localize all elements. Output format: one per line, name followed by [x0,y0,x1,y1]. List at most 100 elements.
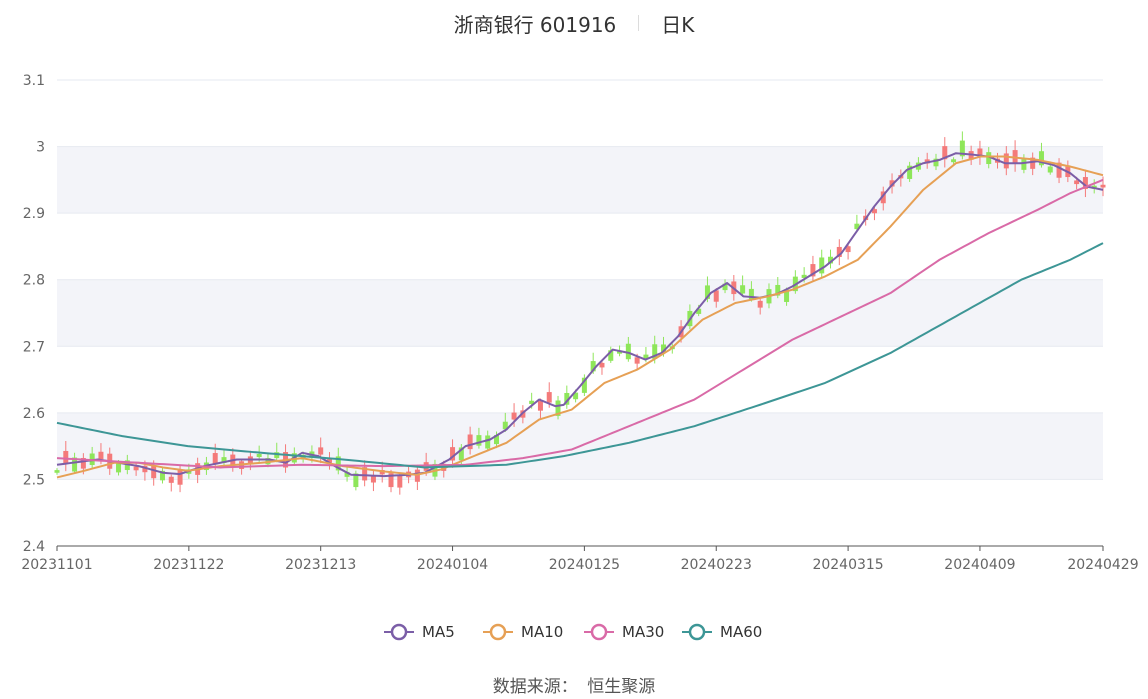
candle-body [493,435,499,445]
candle-body [54,470,60,473]
candle-body [1047,166,1053,173]
candle-body [344,471,350,477]
candle-body [581,377,587,393]
candle-body [476,435,482,446]
y-tick-label: 2.4 [23,539,45,555]
candle-body [828,256,834,264]
candle-body [177,469,183,485]
legend-marker [390,623,408,641]
y-tick-label: 2.8 [23,273,45,289]
grid-band [57,279,1103,347]
series-line-ma30 [56,178,1104,469]
candle-body [933,158,939,167]
candle-body [608,350,614,361]
candle-body [564,392,570,405]
candle-body [617,350,623,354]
x-tick-label: 20240315 [812,557,883,573]
candle-body [722,283,728,291]
y-tick-label: 2.6 [23,406,45,422]
candle-body [986,152,992,165]
x-tick-label: 20231122 [153,557,224,573]
candle-body [397,475,403,488]
candle-body [318,447,324,455]
x-tick-label: 20240409 [944,557,1015,573]
legend-label: MA5 [422,623,455,641]
candle-body [740,285,746,294]
candle-body [555,400,561,416]
candle-body [757,300,763,308]
candle-body [907,165,913,179]
legend-marker [590,623,608,641]
candle-body [80,457,86,469]
candle-body [977,148,983,157]
x-tick-label: 20240125 [549,557,620,573]
candle-body [889,180,895,187]
x-tick-label: 20240104 [417,557,488,573]
candle-body [880,191,886,204]
candle-body [634,357,640,364]
candle-body [951,159,957,163]
candle-body [573,392,579,400]
x-tick-label: 20231101 [21,557,92,573]
candle-body [546,392,552,403]
chart-title: 浙商银行 601916 [453,12,617,37]
candle-body [696,308,702,314]
candle-body [1030,157,1036,169]
candle-body [854,223,860,230]
candle-body [643,354,649,359]
period-label: 日K [661,12,695,37]
x-tick-label: 20240429 [1067,557,1138,573]
candle-body [467,434,473,450]
candle-body [959,140,965,157]
candle-body [159,470,165,481]
candle-body [1074,180,1080,185]
x-tick-label: 20240223 [681,557,752,573]
candle-body [353,473,359,488]
candle-body [784,289,790,302]
data-source-name: 恒生聚源 [587,677,656,697]
candle-body [1021,159,1027,170]
legend-label: MA60 [720,623,762,641]
candle-body [388,473,394,488]
candle-body [529,400,535,404]
series-line-ma60 [56,242,1104,469]
candle-body [661,344,667,353]
y-tick-label: 3 [36,140,45,156]
y-tick-label: 2.5 [23,472,45,488]
candle-body [625,343,631,360]
candle-body [326,459,332,463]
candle-body [1056,162,1062,178]
legend-marker [688,623,706,641]
candle-body [511,412,517,420]
legend-label: MA30 [622,623,664,641]
candle-body [485,435,491,449]
candle-body [819,257,825,274]
candle-body [1003,153,1009,169]
candle-body [801,274,807,278]
candle-body [72,457,78,472]
candle-body [502,421,508,430]
candle-body [151,465,157,479]
grid-band [57,146,1103,214]
legend-label: MA10 [521,623,563,641]
candle-body [370,475,376,483]
chart-title-row: 浙商银行 601916 日K [0,8,1148,38]
candle-body [942,146,948,160]
candle-body [133,466,139,471]
candle-body [458,447,464,461]
candle-body [775,284,781,296]
candle-body [362,467,368,481]
legend-marker [489,623,507,641]
candle-body [836,246,842,257]
candle-body [450,447,456,461]
candle-body [300,455,306,460]
candle-body [652,344,658,359]
candle-body [704,285,710,299]
candle-body [1038,151,1044,166]
candle-body [63,450,69,464]
candle-body [168,476,174,483]
candle-body [274,452,280,459]
candle-body [221,457,227,463]
series-line-ma5 [56,152,1104,478]
series-line-ma10 [56,155,1104,479]
